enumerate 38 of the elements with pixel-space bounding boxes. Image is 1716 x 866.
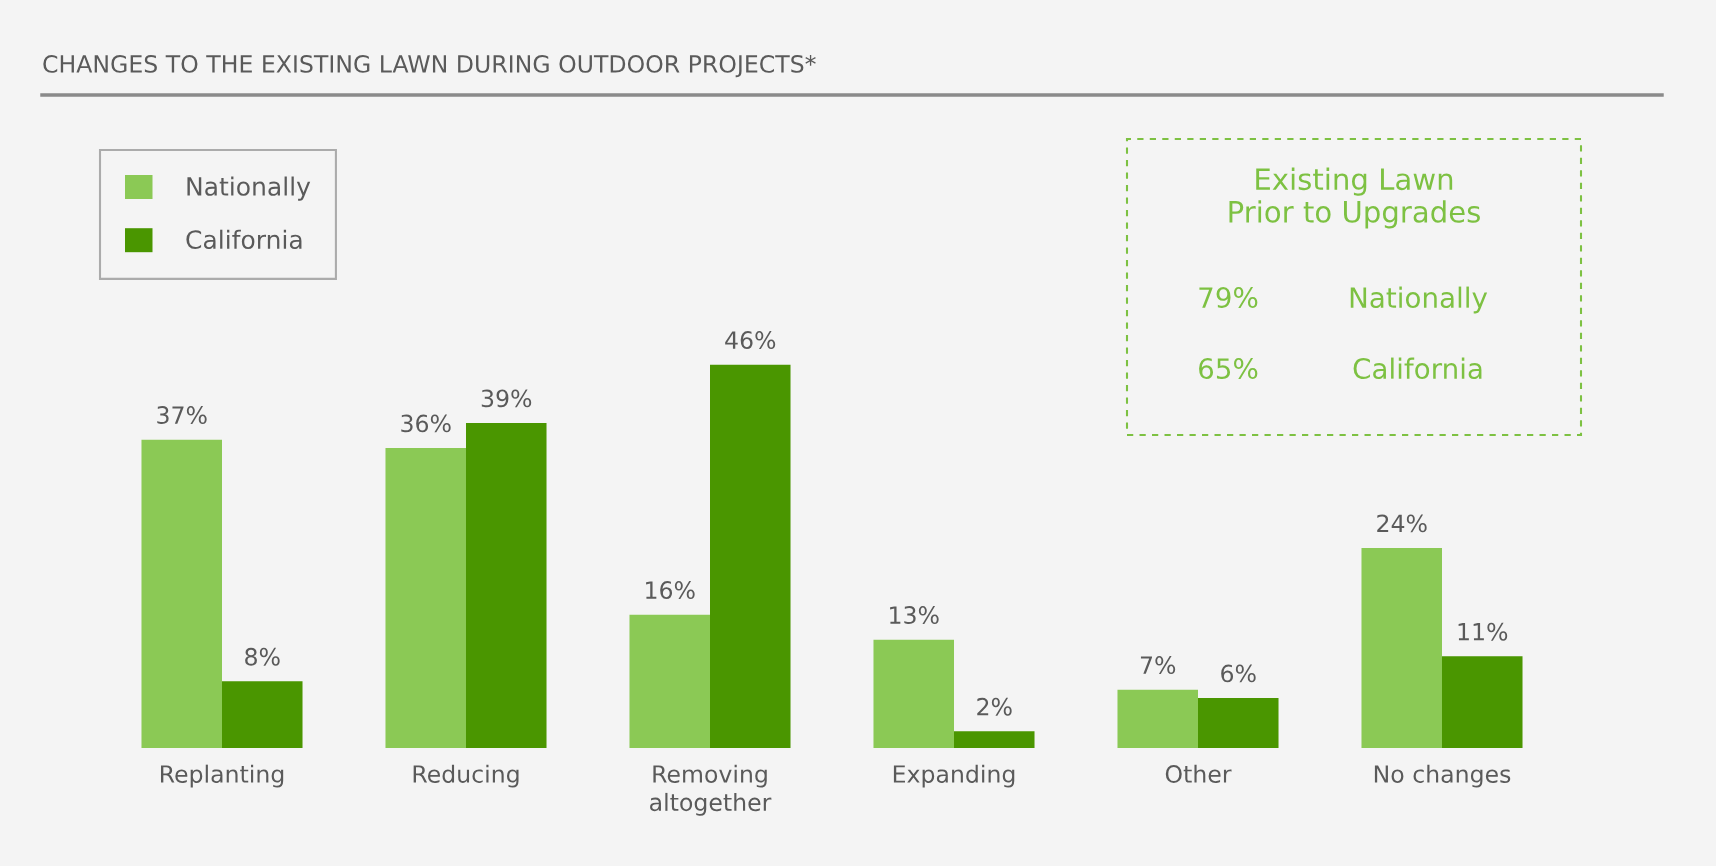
legend-label: Nationally	[187, 176, 311, 201]
x-tick-label: Removing altogether	[650, 764, 772, 816]
bar	[1361, 548, 1442, 748]
x-tick-label: Expanding	[893, 764, 1015, 788]
bar	[1442, 656, 1523, 748]
x-tick-label: No changes	[1374, 764, 1511, 788]
bar	[1198, 698, 1279, 748]
data-label: 16%	[646, 581, 695, 599]
data-label: 2%	[977, 697, 1012, 716]
data-label: 46%	[725, 331, 776, 349]
x-tick-label: Replanting	[161, 764, 284, 788]
text: 79%	[1199, 287, 1258, 309]
data-label: 24%	[1377, 514, 1427, 533]
data-label: 37%	[157, 406, 207, 424]
bar	[954, 731, 1035, 748]
annotation: 65%	[1199, 358, 1258, 380]
data-label: 39%	[481, 389, 532, 408]
x-tick-label: Other	[1165, 764, 1232, 783]
data-label: 36%	[401, 414, 451, 433]
data-label: 6%	[1221, 664, 1256, 683]
data-label: 7%	[1140, 656, 1176, 674]
legend-label: California	[186, 229, 302, 250]
bar	[1117, 689, 1198, 748]
data-label: 8%	[245, 647, 280, 666]
bar	[710, 364, 791, 748]
text: Nationally	[1350, 286, 1488, 314]
chart-title: CHANGES TO THE EXISTING LAWN DURING OUTDOOR PROJECTS*	[43, 54, 816, 78]
bar	[385, 448, 466, 748]
bar	[629, 614, 710, 748]
annotation: California	[1353, 357, 1482, 380]
data-label: 13%	[890, 606, 939, 624]
x-tick-label: Reducing	[413, 764, 519, 788]
data-label: 11%	[1458, 622, 1508, 641]
bar	[141, 439, 222, 748]
bar	[466, 423, 547, 748]
text: Existing Lawn Prior to Upgrades	[1229, 167, 1480, 229]
bar	[873, 639, 954, 748]
bar	[222, 681, 303, 748]
